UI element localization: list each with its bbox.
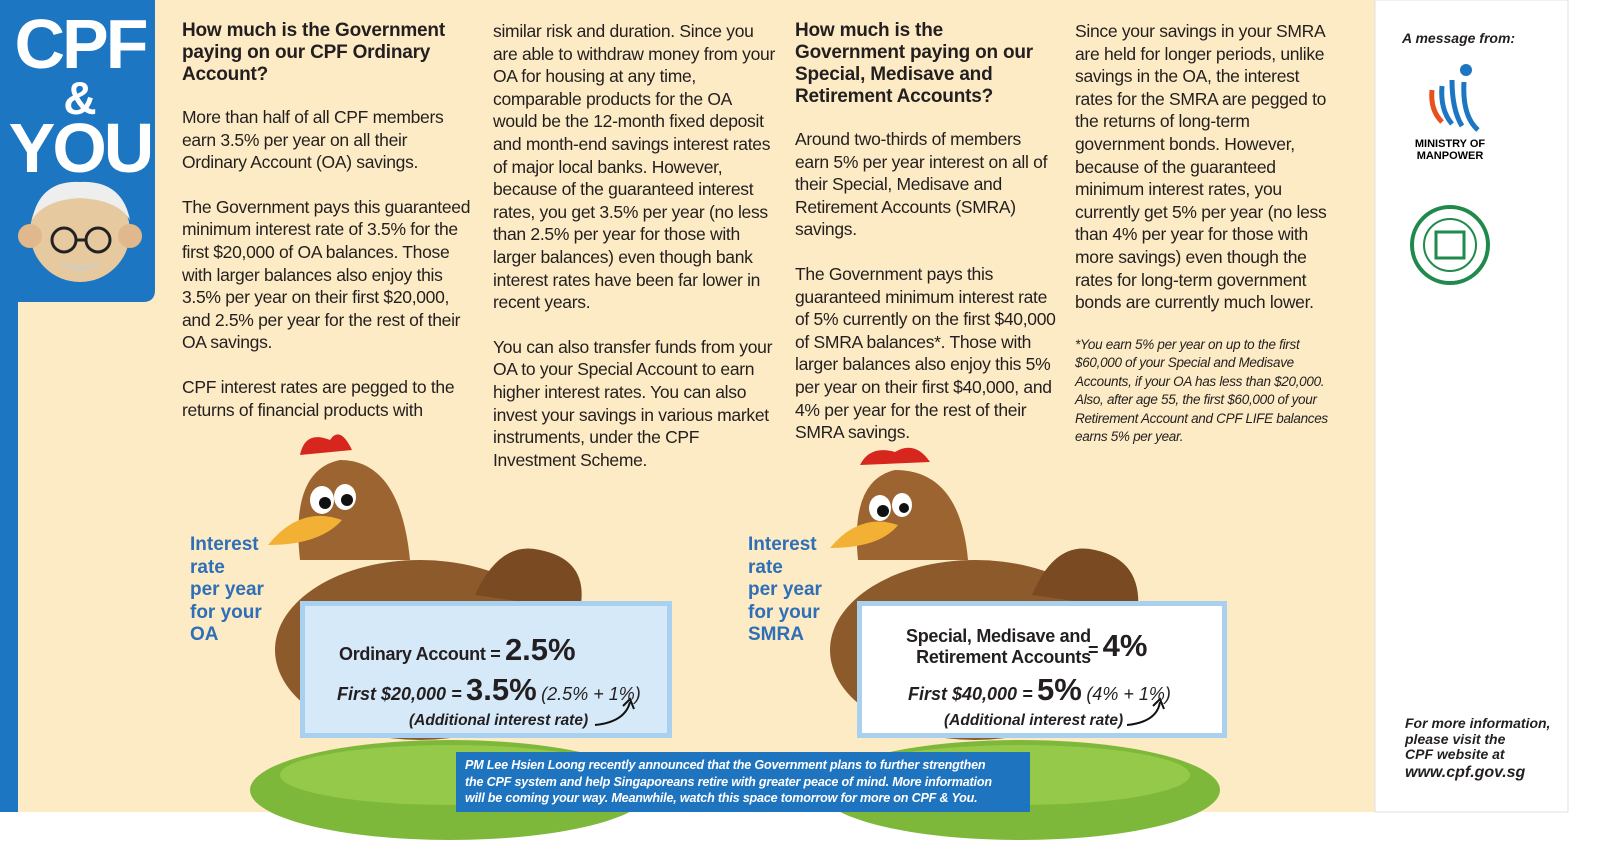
label-line: for your (190, 601, 262, 623)
paragraph: Since your savings in your SMRA are held… (1075, 21, 1327, 313)
arrow (622, 697, 635, 710)
breakdown: (4% + 1%) (1086, 684, 1171, 704)
column: similar risk and duration. Since you are… (493, 20, 777, 493)
label-line: for your (748, 601, 820, 623)
label-line: Interest (748, 534, 817, 555)
message-label: A message from: (1402, 30, 1516, 46)
label-line: per year (190, 579, 264, 601)
paragraph: similar risk and duration. Since you are… (493, 21, 775, 313)
account-name: Special, Medisave and Retirement Account… (906, 626, 1091, 668)
brand-title: YOU (8, 109, 155, 187)
website-url: www.cpf.gov.sg (1405, 763, 1526, 781)
panel-box (857, 601, 1227, 738)
label-line: SMRA (748, 624, 804, 646)
paragraph: CPF interest rates are pegged to the ret… (182, 376, 455, 420)
label-line: rate (748, 556, 783, 578)
label-line: rate (190, 556, 225, 578)
paragraph: The Government pays this guaranteed mini… (795, 263, 1056, 443)
tier-rate: 5% (1037, 672, 1082, 707)
rate-box: Special, Medisave and Retirement Account… (857, 601, 1227, 738)
note: (Additional interest rate) (409, 712, 589, 729)
rate: 4% (1102, 628, 1148, 663)
more-info-line: CPF website at (1405, 746, 1505, 762)
equals: = (1088, 640, 1099, 660)
ministry-name: MINISTRY OF MANPOWER (1410, 138, 1490, 162)
column: How much is the Government paying on our… (795, 20, 1057, 466)
paragraph: You can also transfer funds from your OA… (493, 336, 773, 470)
column: Since your savings in your SMRA are held… (1075, 20, 1337, 469)
more-info-line: please visit the (1405, 730, 1506, 747)
heading: How much is the Government paying on our… (795, 20, 1033, 107)
footnote: *You earn 5% per year on up to the first… (1075, 336, 1328, 445)
mascot-face (18, 181, 142, 282)
label-line: per year (748, 579, 822, 601)
ministry-logo (1429, 64, 1480, 132)
announcement: PM Lee Hsien Loong recently announced th… (456, 752, 1030, 812)
panel-label: Interest rate per year for your OA (190, 534, 264, 647)
announcement-line: will be coming your way. Meanwhile, watc… (465, 791, 978, 806)
brand-title: CPF (14, 5, 149, 83)
breakdown: (2.5% + 1%) (541, 684, 641, 704)
rate-box: Ordinary Account = 2.5% First $20,000 = … (300, 601, 672, 738)
rate: 2.5% (504, 632, 576, 667)
arrow (594, 701, 631, 726)
announcement-line: PM Lee Hsien Loong recently announced th… (465, 758, 986, 772)
panel-box (300, 601, 672, 738)
cpf-seal (1410, 205, 1490, 285)
paragraph: The Government pays this guaranteed mini… (182, 196, 471, 353)
label-line: OA (190, 624, 219, 646)
label-line: Interest (190, 534, 259, 555)
tier: First $40,000 = (908, 684, 1033, 704)
account-name: Ordinary Account = (339, 644, 501, 664)
more-info: For more information, please visit the C… (1405, 715, 1551, 783)
paragraph: More than half of all CPF members earn 3… (182, 107, 444, 173)
paragraph: Around two-thirds of members earn 5% per… (795, 129, 1048, 240)
heading: How much is the Government paying on our… (182, 20, 445, 85)
announcement-line: the CPF system and help Singaporeans ret… (465, 774, 992, 789)
account-line: Retirement Accounts (916, 647, 1091, 667)
sidebar-panel (1374, 0, 1569, 813)
ministry-line: MINISTRY OF (1414, 138, 1486, 150)
ministry-line: MANPOWER (1416, 150, 1484, 162)
tier: First $20,000 = (337, 684, 462, 704)
note: (Additional interest rate) (944, 712, 1124, 729)
panel-label: Interest rate per year for your SMRA (748, 534, 822, 647)
arrow (1126, 701, 1161, 726)
brand-title: & (63, 72, 97, 124)
column: How much is the Government paying on our… (182, 20, 474, 443)
more-info-line: For more information, (1405, 715, 1551, 731)
tier-rate: 3.5% (466, 672, 537, 707)
account-line: Special, Medisave and (906, 626, 1091, 646)
arrow (1152, 697, 1165, 710)
